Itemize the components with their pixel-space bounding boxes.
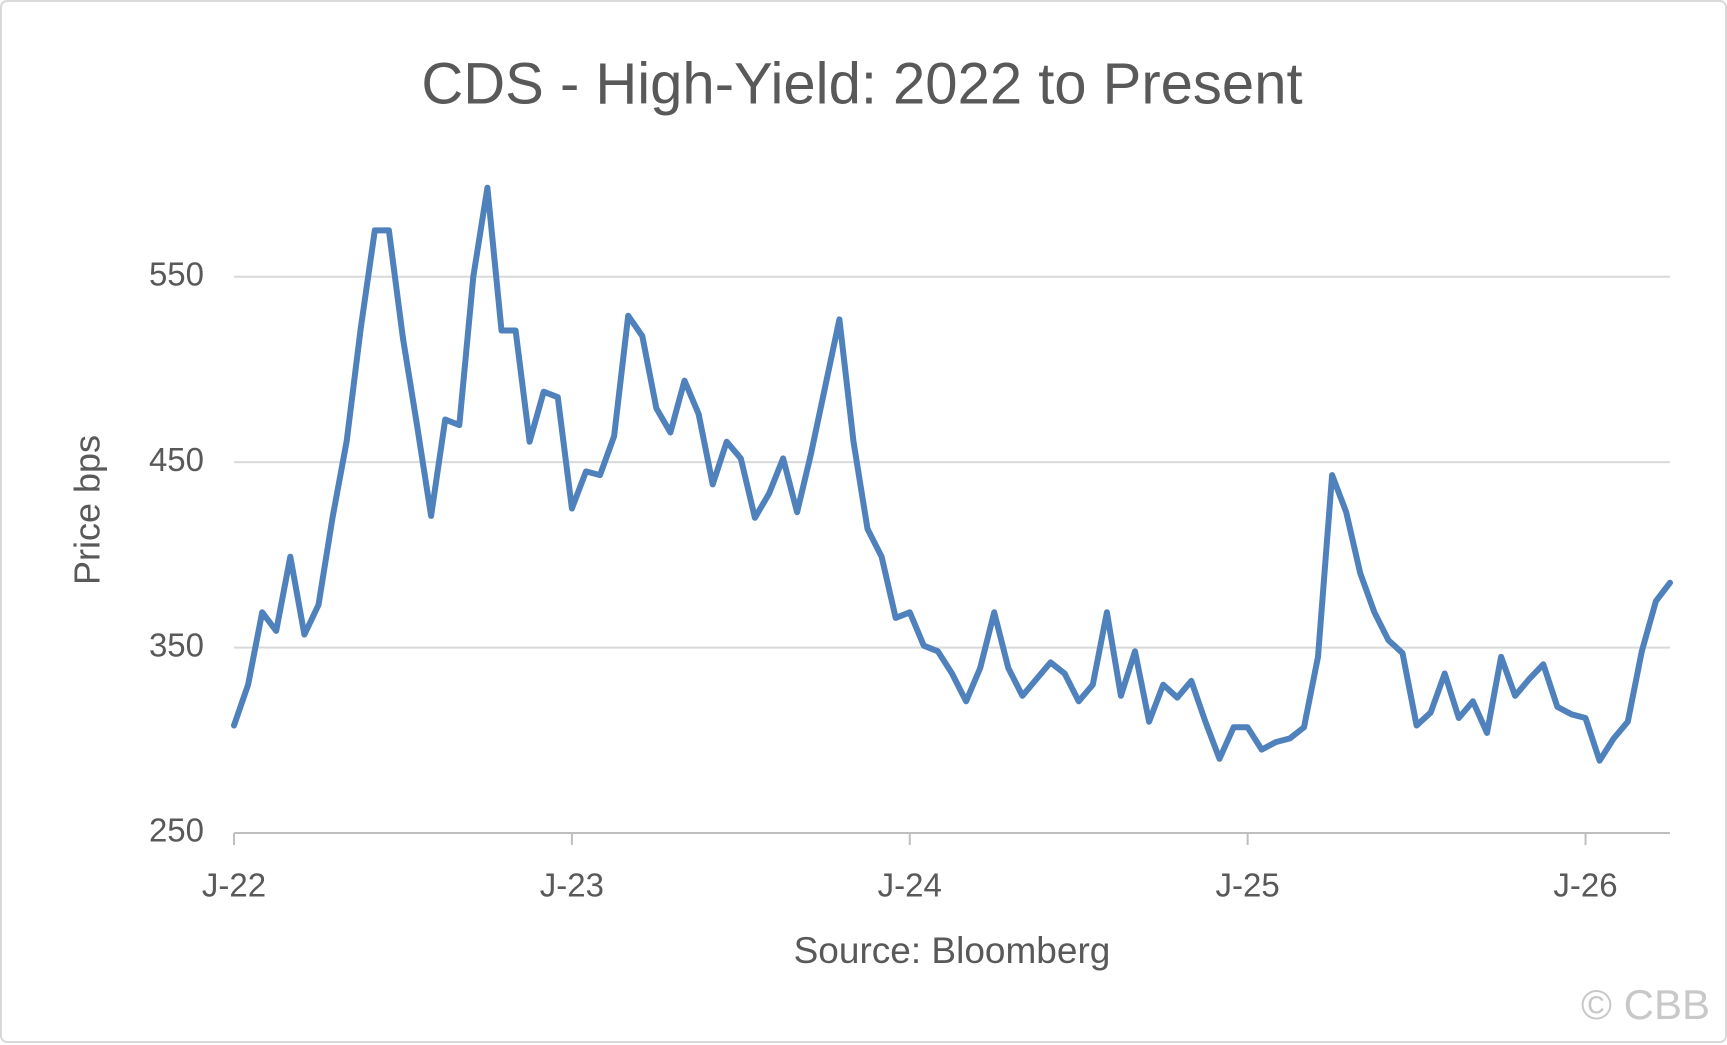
x-tick-label: J-24 [878,867,942,904]
x-tick-label: J-22 [202,867,266,904]
x-tick-label: J-25 [1216,867,1280,904]
x-tick-label: J-26 [1553,867,1617,904]
y-tick-label: 450 [149,441,204,478]
y-tick-label: 550 [149,255,204,292]
y-tick-label: 250 [149,812,204,849]
data-line [231,184,1673,764]
x-axis-label: Source: Bloomberg [794,930,1111,971]
chart-title: CDS - High-Yield: 2022 to Present [421,51,1302,116]
y-tick-label: 350 [149,626,204,663]
watermark: © CBB [1581,981,1710,1028]
y-axis-label: Price bps [67,435,108,585]
x-tick-label: J-23 [540,867,604,904]
